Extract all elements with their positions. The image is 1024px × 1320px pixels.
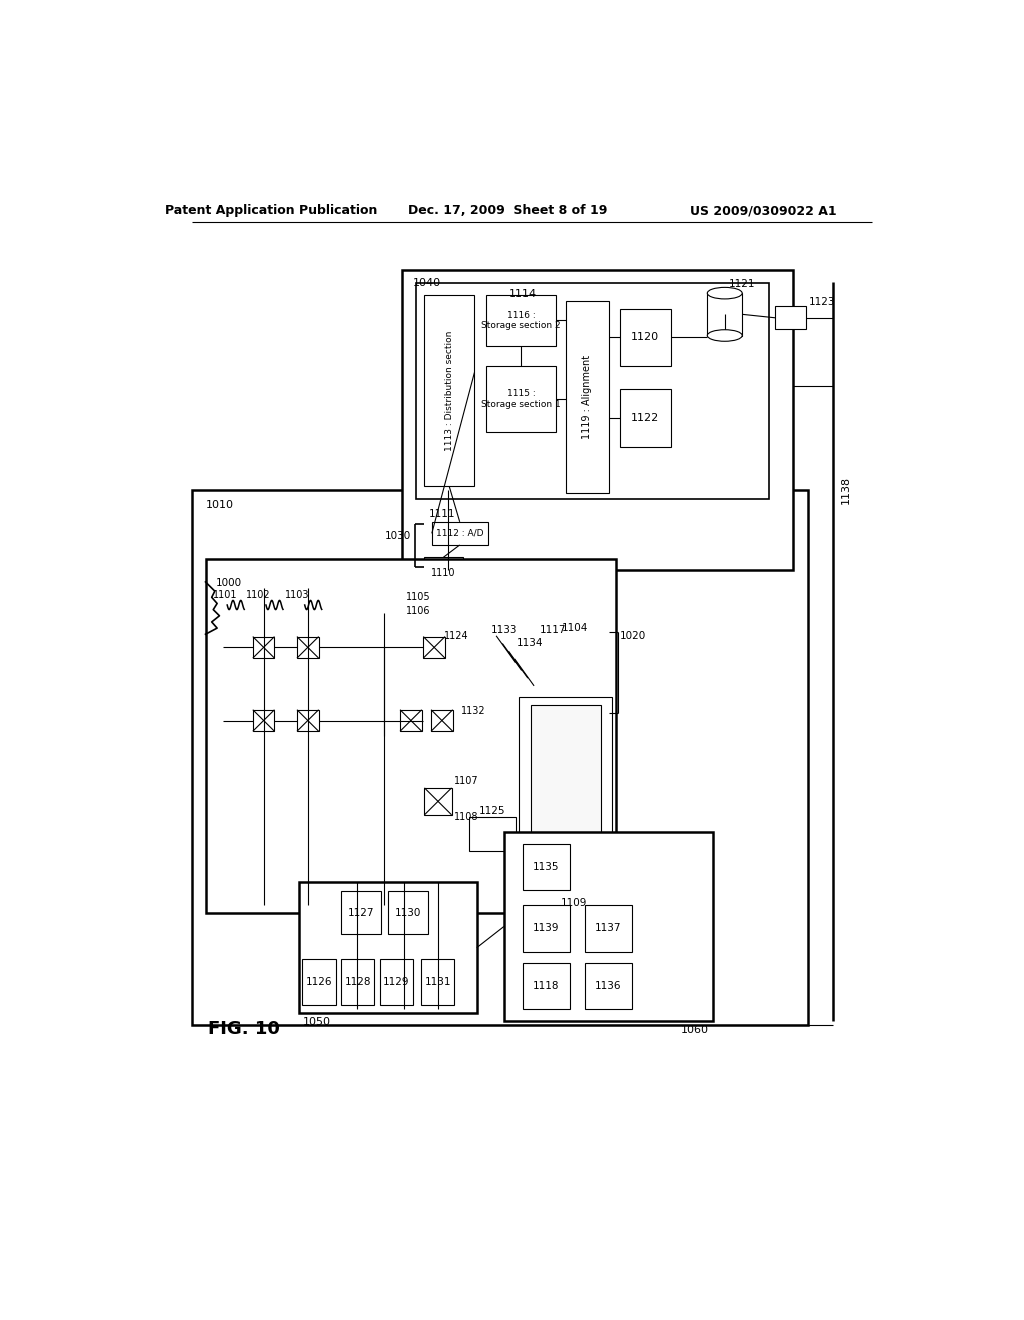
Bar bbox=[775, 306, 806, 330]
Bar bbox=[423, 636, 445, 659]
Text: 1134: 1134 bbox=[517, 639, 544, 648]
Bar bbox=[302, 960, 336, 1006]
Text: 1115 :
Storage section 1: 1115 : Storage section 1 bbox=[481, 389, 561, 409]
Bar bbox=[523, 906, 569, 952]
Bar bbox=[519, 697, 612, 890]
Text: 1105: 1105 bbox=[406, 593, 430, 602]
Text: 1111: 1111 bbox=[429, 510, 456, 519]
Bar bbox=[297, 710, 318, 731]
Bar bbox=[206, 558, 616, 913]
Text: Dec. 17, 2009  Sheet 8 of 19: Dec. 17, 2009 Sheet 8 of 19 bbox=[408, 205, 607, 218]
Bar bbox=[621, 309, 671, 367]
Bar bbox=[424, 557, 463, 589]
Bar bbox=[341, 891, 381, 933]
Text: 1000: 1000 bbox=[216, 578, 242, 589]
Bar bbox=[432, 594, 452, 607]
Bar bbox=[566, 301, 608, 494]
Text: 1050: 1050 bbox=[302, 1018, 331, 1027]
Bar bbox=[424, 296, 474, 487]
Bar bbox=[621, 389, 671, 447]
Bar bbox=[253, 636, 274, 659]
Bar bbox=[341, 960, 375, 1006]
Bar bbox=[486, 296, 556, 346]
Text: 1109: 1109 bbox=[560, 898, 587, 908]
Text: 1124: 1124 bbox=[444, 631, 469, 640]
Bar bbox=[432, 521, 487, 545]
Text: 1060: 1060 bbox=[681, 1026, 710, 1035]
Bar bbox=[486, 367, 556, 432]
Text: 1132: 1132 bbox=[461, 706, 485, 717]
Bar bbox=[432, 611, 452, 626]
Bar bbox=[504, 832, 713, 1020]
Text: 1116 :
Storage section 2: 1116 : Storage section 2 bbox=[481, 310, 561, 330]
Bar bbox=[431, 710, 453, 731]
Text: 1020: 1020 bbox=[621, 631, 646, 640]
Bar bbox=[400, 710, 422, 731]
Bar bbox=[380, 960, 414, 1006]
Text: 1110: 1110 bbox=[431, 568, 456, 578]
Text: 1126: 1126 bbox=[306, 977, 332, 987]
Text: Patent Application Publication: Patent Application Publication bbox=[165, 205, 378, 218]
Text: 1118: 1118 bbox=[534, 981, 560, 991]
Text: 1122: 1122 bbox=[631, 413, 659, 424]
Bar bbox=[586, 964, 632, 1010]
Text: 1114: 1114 bbox=[509, 289, 538, 300]
Text: 1113 : Distribution section: 1113 : Distribution section bbox=[444, 331, 454, 451]
Text: 1112 : A/D: 1112 : A/D bbox=[436, 529, 483, 537]
Text: 1133: 1133 bbox=[490, 626, 517, 635]
Text: 1040: 1040 bbox=[414, 277, 441, 288]
Bar bbox=[253, 710, 274, 731]
Text: 1130: 1130 bbox=[394, 908, 421, 917]
Text: 1107: 1107 bbox=[454, 776, 478, 785]
Bar bbox=[299, 882, 477, 1014]
Bar bbox=[586, 906, 632, 952]
Text: 1103: 1103 bbox=[285, 590, 309, 601]
Text: 1136: 1136 bbox=[595, 981, 622, 991]
Text: 1117: 1117 bbox=[541, 626, 567, 635]
Text: 1121: 1121 bbox=[729, 279, 755, 289]
Text: 1128: 1128 bbox=[344, 977, 371, 987]
Text: 1127: 1127 bbox=[348, 908, 375, 917]
Bar bbox=[421, 960, 455, 1006]
Bar bbox=[469, 817, 515, 851]
Text: 1119 : Alignment: 1119 : Alignment bbox=[583, 355, 592, 440]
Bar bbox=[531, 705, 601, 886]
Ellipse shape bbox=[708, 330, 742, 342]
Bar bbox=[523, 964, 569, 1010]
Text: 1125: 1125 bbox=[479, 805, 506, 816]
Text: 1123: 1123 bbox=[809, 297, 835, 308]
Bar bbox=[297, 636, 318, 659]
Text: 1129: 1129 bbox=[383, 977, 410, 987]
Text: 1104: 1104 bbox=[562, 623, 589, 634]
Text: 1106: 1106 bbox=[406, 606, 430, 616]
Bar bbox=[401, 271, 793, 570]
Text: 1138: 1138 bbox=[841, 475, 851, 503]
Bar bbox=[388, 891, 428, 933]
Text: US 2009/0309022 A1: US 2009/0309022 A1 bbox=[690, 205, 837, 218]
Text: 1108: 1108 bbox=[454, 812, 478, 822]
Text: 1131: 1131 bbox=[424, 977, 451, 987]
Bar bbox=[417, 284, 769, 499]
Bar bbox=[193, 490, 809, 1024]
Text: 1102: 1102 bbox=[246, 590, 270, 601]
Text: 1030: 1030 bbox=[385, 531, 411, 541]
Text: 1120: 1120 bbox=[631, 333, 659, 342]
Bar bbox=[424, 788, 452, 814]
Text: 1010: 1010 bbox=[206, 499, 233, 510]
Text: 1139: 1139 bbox=[534, 924, 560, 933]
Text: FIG. 10: FIG. 10 bbox=[208, 1019, 281, 1038]
Text: 1101: 1101 bbox=[213, 590, 238, 601]
Text: 1137: 1137 bbox=[595, 924, 622, 933]
Ellipse shape bbox=[708, 288, 742, 298]
Bar bbox=[708, 293, 742, 335]
Bar bbox=[523, 843, 569, 890]
Text: 1135: 1135 bbox=[534, 862, 560, 871]
